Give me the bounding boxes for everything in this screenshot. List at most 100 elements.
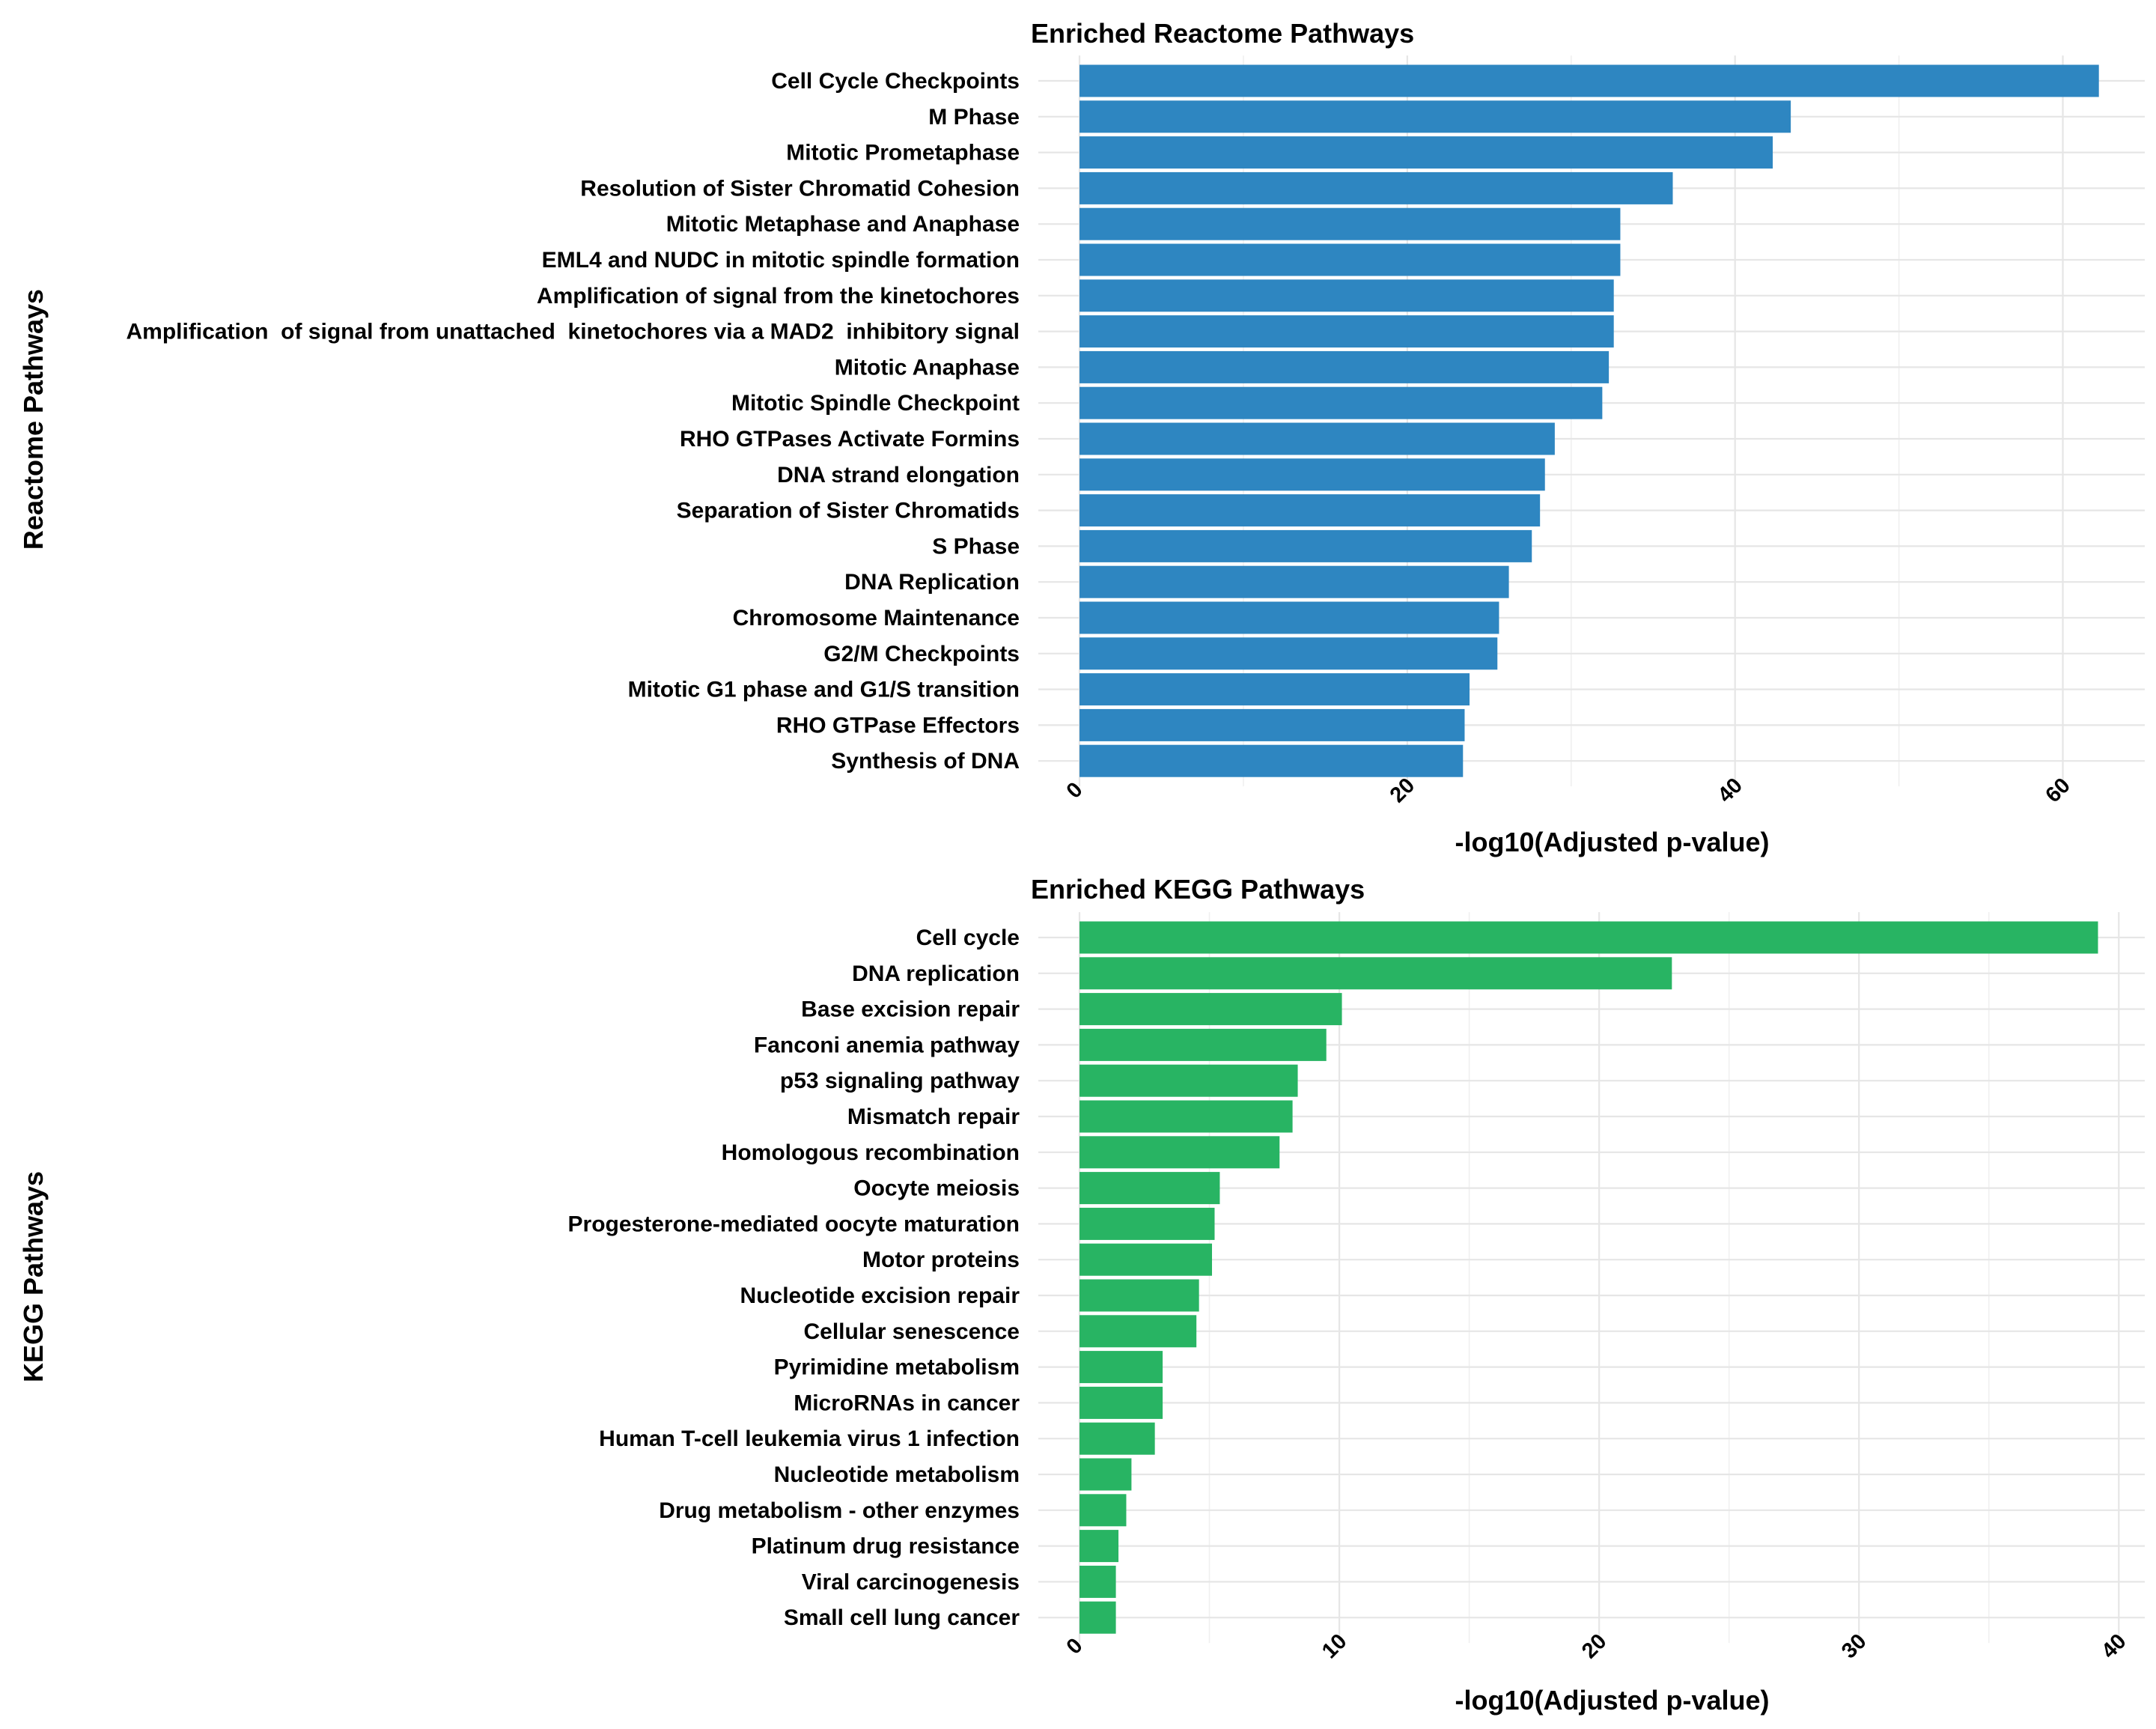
reactome-category-label: Resolution of Sister Chromatid Cohesion: [580, 176, 1020, 201]
reactome-category-label: G2/M Checkpoints: [823, 642, 1020, 666]
kegg-panel: Cell cycle DNA replication Base excision r…: [18, 874, 2145, 1716]
reactome-panel: Cell Cycle Checkpoints M Phase Mitotic Pro…: [18, 18, 2145, 857]
kegg-bar: [1079, 1028, 1327, 1061]
kegg-category-label: Progesterone-mediated oocyte maturation: [568, 1212, 1020, 1236]
kegg-category-label: DNA replication: [852, 961, 1020, 986]
reactome-bar: [1079, 458, 1545, 491]
reactome-bar: [1079, 64, 2099, 97]
reactome-category-label: S Phase: [932, 534, 1020, 559]
reactome-bar: [1079, 601, 1499, 634]
reactome-bar: [1079, 136, 1773, 169]
kegg-gridlines: [1038, 912, 2145, 1644]
kegg-category-label: Pyrimidine metabolism: [774, 1355, 1020, 1380]
kegg-category-label: Base excision repair: [801, 997, 1020, 1022]
reactome-bar: [1079, 422, 1555, 455]
kegg-x-tick-label: 20: [1577, 1629, 1611, 1663]
reactome-bar: [1079, 565, 1509, 598]
reactome-category-label: Synthesis of DNA: [831, 749, 1020, 774]
reactome-x-tick-label: 0: [1062, 778, 1088, 803]
reactome-category-label: Chromosome Maintenance: [733, 606, 1020, 630]
reactome-bar: [1079, 207, 1621, 240]
kegg-category-label: Cellular senescence: [803, 1319, 1020, 1344]
kegg-category-label: MicroRNAs in cancer: [794, 1391, 1020, 1415]
reactome-x-axis-label: -log10(Adjusted p-value): [1455, 827, 1769, 857]
kegg-bar: [1079, 1279, 1199, 1312]
kegg-y-axis-label: KEGG Pathways: [18, 1171, 49, 1382]
reactome-category-label: EML4 and NUDC in mitotic spindle formati…: [542, 248, 1020, 273]
reactome-category-label: RHO GTPases Activate Formins: [680, 427, 1020, 452]
reactome-category-label: Mitotic Metaphase and Anaphase: [666, 212, 1020, 237]
kegg-category-labels: Cell cycle DNA replication Base excision r…: [568, 926, 1020, 1630]
kegg-bar: [1079, 1601, 1116, 1634]
kegg-category-label: Human T-cell leukemia virus 1 infection: [599, 1426, 1020, 1451]
reactome-category-labels: Cell Cycle Checkpoints M Phase Mitotic Pro…: [126, 69, 1020, 774]
kegg-bar: [1079, 957, 1672, 990]
reactome-bar: [1079, 100, 1791, 133]
reactome-x-tick-labels: 0 20 40 60: [1062, 774, 2075, 807]
kegg-category-label: Cell cycle: [916, 926, 1020, 950]
kegg-category-label: Nucleotide metabolism: [774, 1462, 1020, 1487]
reactome-bar: [1079, 171, 1673, 204]
reactome-category-label: RHO GTPase Effectors: [776, 713, 1020, 738]
kegg-bar: [1079, 1565, 1116, 1598]
reactome-bar: [1079, 708, 1465, 741]
reactome-bar: [1079, 279, 1614, 312]
kegg-category-label: Nucleotide excision repair: [740, 1283, 1020, 1308]
kegg-x-tick-label: 30: [1837, 1629, 1871, 1663]
reactome-category-label: Amplification of signal from the kinetoc…: [537, 284, 1020, 309]
kegg-bar: [1079, 1100, 1293, 1133]
kegg-bar: [1079, 1351, 1163, 1384]
reactome-x-tick-label: 60: [2041, 774, 2074, 807]
reactome-bar: [1079, 315, 1614, 348]
kegg-category-label: Homologous recombination: [722, 1140, 1020, 1165]
kegg-chart-title: Enriched KEGG Pathways: [1031, 874, 1365, 905]
reactome-bar: [1079, 386, 1603, 419]
kegg-bar: [1079, 1207, 1215, 1240]
reactome-x-tick-label: 40: [1714, 774, 1747, 807]
kegg-category-label: Viral carcinogenesis: [802, 1570, 1020, 1594]
kegg-category-label: Oocyte meiosis: [853, 1176, 1020, 1201]
kegg-bar: [1079, 1315, 1197, 1348]
kegg-x-tick-label: 40: [2097, 1629, 2131, 1663]
reactome-category-label: Separation of Sister Chromatids: [677, 499, 1020, 523]
kegg-x-tick-label: 0: [1062, 1634, 1088, 1659]
kegg-x-tick-labels: 0 10 20 30 40: [1062, 1629, 2131, 1663]
reactome-category-label: DNA strand elongation: [777, 463, 1020, 487]
reactome-bar: [1079, 494, 1541, 527]
kegg-bar: [1079, 1458, 1132, 1491]
reactome-category-label: M Phase: [928, 105, 1020, 130]
kegg-category-label: Mismatch repair: [847, 1104, 1020, 1129]
reactome-category-label: Mitotic G1 phase and G1/S transition: [628, 678, 1020, 702]
kegg-category-label: Small cell lung cancer: [784, 1605, 1020, 1630]
kegg-category-label: Platinum drug resistance: [752, 1534, 1020, 1559]
reactome-bar: [1079, 637, 1498, 670]
kegg-bar: [1079, 1172, 1220, 1205]
reactome-bar: [1079, 744, 1464, 777]
reactome-chart-title: Enriched Reactome Pathways: [1031, 18, 1414, 49]
reactome-category-label: Mitotic Prometaphase: [786, 141, 1020, 165]
kegg-bar: [1079, 993, 1342, 1026]
kegg-bar: [1079, 1064, 1298, 1097]
kegg-bars: [1079, 921, 2098, 1634]
reactome-category-label: DNA Replication: [844, 570, 1020, 595]
reactome-bar: [1079, 673, 1470, 706]
reactome-category-label: Mitotic Spindle Checkpoint: [731, 391, 1020, 416]
kegg-bar: [1079, 1136, 1280, 1169]
reactome-bar: [1079, 243, 1621, 276]
kegg-bar: [1079, 1494, 1127, 1527]
kegg-bar: [1079, 1422, 1155, 1455]
kegg-x-axis-label: -log10(Adjusted p-value): [1455, 1685, 1769, 1716]
reactome-category-label: Amplification of signal from unattached …: [126, 320, 1020, 344]
reactome-bar: [1079, 529, 1532, 562]
reactome-x-tick-label: 20: [1386, 774, 1419, 807]
kegg-category-label: p53 signaling pathway: [780, 1069, 1020, 1093]
reactome-bars: [1079, 64, 2099, 777]
kegg-x-tick-label: 10: [1318, 1629, 1351, 1663]
kegg-category-label: Motor proteins: [862, 1248, 1020, 1272]
kegg-bar: [1079, 1243, 1213, 1276]
kegg-bar: [1079, 921, 2098, 954]
reactome-y-axis-label: Reactome Pathways: [18, 289, 49, 550]
reactome-bar: [1079, 350, 1610, 383]
